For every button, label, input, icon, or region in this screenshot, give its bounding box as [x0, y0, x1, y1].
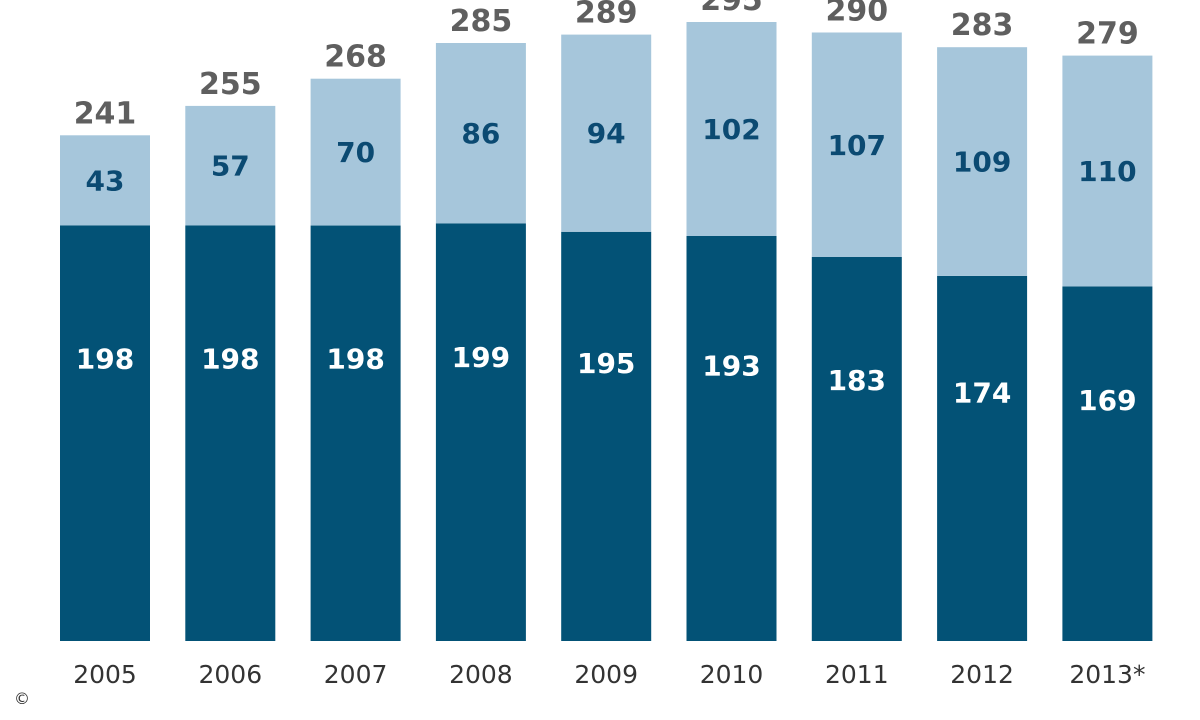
label-lower-2009: 195: [577, 347, 635, 380]
label-total-2006: 255: [199, 67, 262, 102]
bar-upper-2008: [435, 43, 526, 224]
bar-lower-2010: [686, 236, 777, 641]
label-lower-2008: 199: [452, 341, 510, 374]
label-lower-2013*: 169: [1078, 384, 1136, 417]
bar-lower-2008: [435, 223, 526, 641]
bar-lower-2006: [185, 225, 276, 641]
label-lower-2006: 198: [201, 343, 259, 376]
bar-upper-2006: [185, 105, 276, 226]
label-total-2012: 283: [951, 8, 1014, 43]
labels-group: 198 43 241 2005 198 57 255 2006 198 70 268 2007 199 8…: [73, 0, 1145, 689]
bars-group: [60, 22, 1153, 642]
x-tick-label-2007: 2007: [324, 660, 388, 689]
label-upper-2007: 70: [336, 136, 375, 169]
x-tick-label-2012: 2012: [950, 660, 1014, 689]
label-upper-2008: 86: [461, 117, 500, 150]
bar-lower-2007: [310, 225, 401, 641]
label-total-2005: 241: [74, 96, 137, 131]
label-lower-2010: 193: [702, 350, 760, 383]
bar-lower-2012: [937, 275, 1028, 641]
x-tick-label-2006: 2006: [198, 660, 262, 689]
copyright-symbol: ©: [14, 689, 30, 708]
label-total-2008: 285: [450, 4, 513, 39]
bar-upper-2012: [937, 47, 1028, 276]
bar-upper-2013*: [1062, 55, 1153, 287]
x-tick-label-2010: 2010: [700, 660, 764, 689]
label-upper-2011: 107: [828, 129, 886, 162]
bar-upper-2009: [561, 34, 652, 232]
label-total-2013*: 279: [1076, 17, 1139, 52]
label-upper-2009: 94: [587, 117, 626, 150]
bar-upper-2010: [686, 22, 777, 236]
label-upper-2010: 102: [702, 113, 760, 146]
label-lower-2012: 174: [953, 377, 1011, 410]
bar-lower-2009: [561, 231, 652, 642]
bar-upper-2007: [310, 78, 401, 226]
bar-upper-2005: [60, 135, 150, 226]
bar-lower-2013*: [1062, 286, 1153, 641]
x-tick-label-2013*: 2013*: [1069, 660, 1145, 689]
label-total-2010: 295: [700, 0, 763, 18]
bar-lower-2005: [60, 225, 150, 641]
label-total-2009: 289: [575, 0, 638, 31]
label-upper-2013*: 110: [1078, 155, 1136, 188]
x-tick-label-2009: 2009: [574, 660, 638, 689]
x-tick-label-2008: 2008: [449, 660, 513, 689]
bar-lower-2011: [811, 257, 902, 641]
label-total-2007: 268: [324, 40, 387, 75]
label-upper-2006: 57: [211, 150, 250, 183]
label-upper-2012: 109: [953, 146, 1011, 179]
label-lower-2007: 198: [326, 343, 384, 376]
x-tick-label-2005: 2005: [73, 660, 137, 689]
label-total-2011: 290: [825, 0, 888, 29]
x-tick-label-2011: 2011: [825, 660, 889, 689]
label-upper-2005: 43: [86, 164, 125, 197]
bar-upper-2011: [811, 32, 902, 257]
label-lower-2005: 198: [76, 343, 134, 376]
label-lower-2011: 183: [828, 364, 886, 397]
